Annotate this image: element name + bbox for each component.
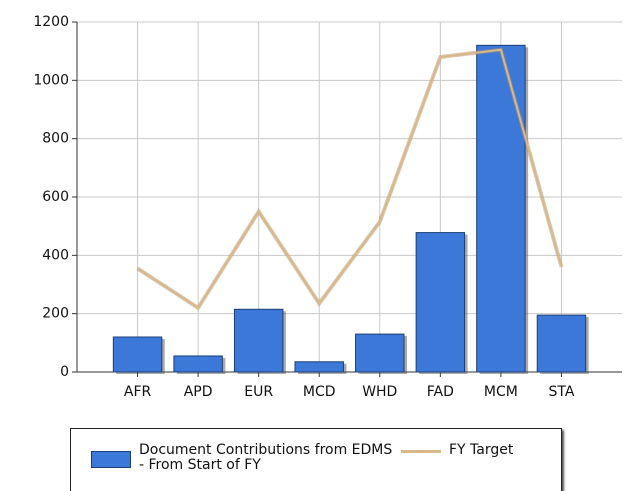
bar bbox=[173, 355, 223, 373]
bar bbox=[536, 314, 587, 373]
y-tick-label: 1200 bbox=[33, 14, 69, 30]
legend-label: FY Target bbox=[449, 442, 514, 458]
y-tick-label: 0 bbox=[60, 364, 69, 380]
x-tick-label: WHD bbox=[362, 384, 397, 400]
y-tick-label: 600 bbox=[42, 189, 69, 205]
bar bbox=[476, 44, 526, 373]
bar bbox=[355, 333, 405, 373]
y-tick-label: 800 bbox=[42, 131, 69, 147]
legend-item: FY Target bbox=[401, 443, 513, 458]
y-tick-label: 200 bbox=[42, 306, 69, 322]
legend-item: Document Contributions from EDMS - From … bbox=[91, 443, 394, 473]
x-tick-label: EUR bbox=[244, 384, 273, 400]
x-tick-label: AFR bbox=[124, 384, 152, 400]
x-tick-label: MCD bbox=[303, 384, 336, 400]
legend: Document Contributions from EDMS - From … bbox=[70, 428, 562, 491]
y-tick-label: 400 bbox=[42, 247, 69, 263]
legend-swatch bbox=[401, 450, 441, 453]
x-tick-label: APD bbox=[184, 384, 213, 400]
bar bbox=[294, 361, 344, 373]
x-tick-label: STA bbox=[548, 384, 574, 400]
x-tick-label: MCM bbox=[484, 384, 518, 400]
x-tick-label: FAD bbox=[427, 384, 454, 400]
bar bbox=[233, 308, 284, 373]
y-tick-label: 1000 bbox=[33, 72, 69, 88]
bar bbox=[415, 232, 466, 373]
bar bbox=[112, 336, 163, 373]
legend-label: Document Contributions from EDMS - From … bbox=[139, 442, 393, 473]
line bbox=[137, 48, 563, 310]
legend-swatch bbox=[91, 451, 131, 468]
